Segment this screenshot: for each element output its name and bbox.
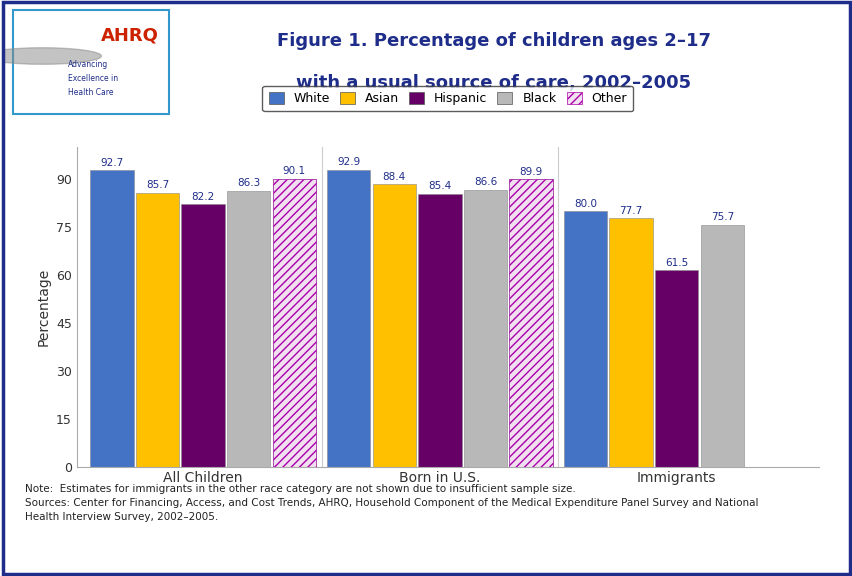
Text: 80.0: 80.0 (573, 199, 596, 209)
Text: 85.7: 85.7 (146, 180, 169, 190)
Text: Advancing: Advancing (67, 60, 107, 69)
Bar (563, 211, 607, 467)
Bar (699, 225, 743, 467)
Text: Excellence in: Excellence in (67, 74, 118, 83)
Text: Health Care: Health Care (67, 88, 113, 97)
Text: 75.7: 75.7 (710, 213, 733, 222)
Text: with a usual source of care, 2002–2005: with a usual source of care, 2002–2005 (296, 74, 691, 92)
Text: 77.7: 77.7 (619, 206, 642, 216)
Bar (135, 192, 179, 467)
Text: 85.4: 85.4 (428, 181, 451, 191)
Bar (273, 179, 315, 467)
Bar (273, 179, 315, 467)
Text: 82.2: 82.2 (191, 192, 215, 202)
Bar (509, 179, 552, 467)
Text: 89.9: 89.9 (519, 167, 542, 177)
Bar (326, 169, 370, 467)
Text: 61.5: 61.5 (665, 257, 688, 268)
FancyBboxPatch shape (13, 10, 169, 114)
Circle shape (0, 48, 101, 65)
Legend: White, Asian, Hispanic, Black, Other: White, Asian, Hispanic, Black, Other (262, 86, 632, 112)
Text: 86.3: 86.3 (237, 179, 260, 188)
Text: 92.7: 92.7 (101, 158, 124, 168)
Bar (609, 218, 652, 467)
Text: Figure 1. Percentage of children ages 2–17: Figure 1. Percentage of children ages 2–… (277, 32, 711, 50)
Bar (654, 270, 698, 467)
Text: 92.9: 92.9 (337, 157, 360, 168)
Bar (509, 179, 552, 467)
Text: Note:  Estimates for immigrants in the other race category are not shown due to : Note: Estimates for immigrants in the ot… (26, 484, 758, 522)
Bar (463, 190, 507, 467)
Bar (417, 194, 461, 467)
Text: AHRQ: AHRQ (101, 27, 159, 45)
Bar (372, 184, 416, 467)
Text: 88.4: 88.4 (383, 172, 406, 181)
Text: 90.1: 90.1 (282, 166, 306, 176)
Y-axis label: Percentage: Percentage (37, 268, 50, 346)
Bar (90, 170, 134, 467)
Bar (227, 191, 270, 467)
Text: 86.6: 86.6 (474, 177, 497, 187)
Bar (181, 204, 225, 467)
